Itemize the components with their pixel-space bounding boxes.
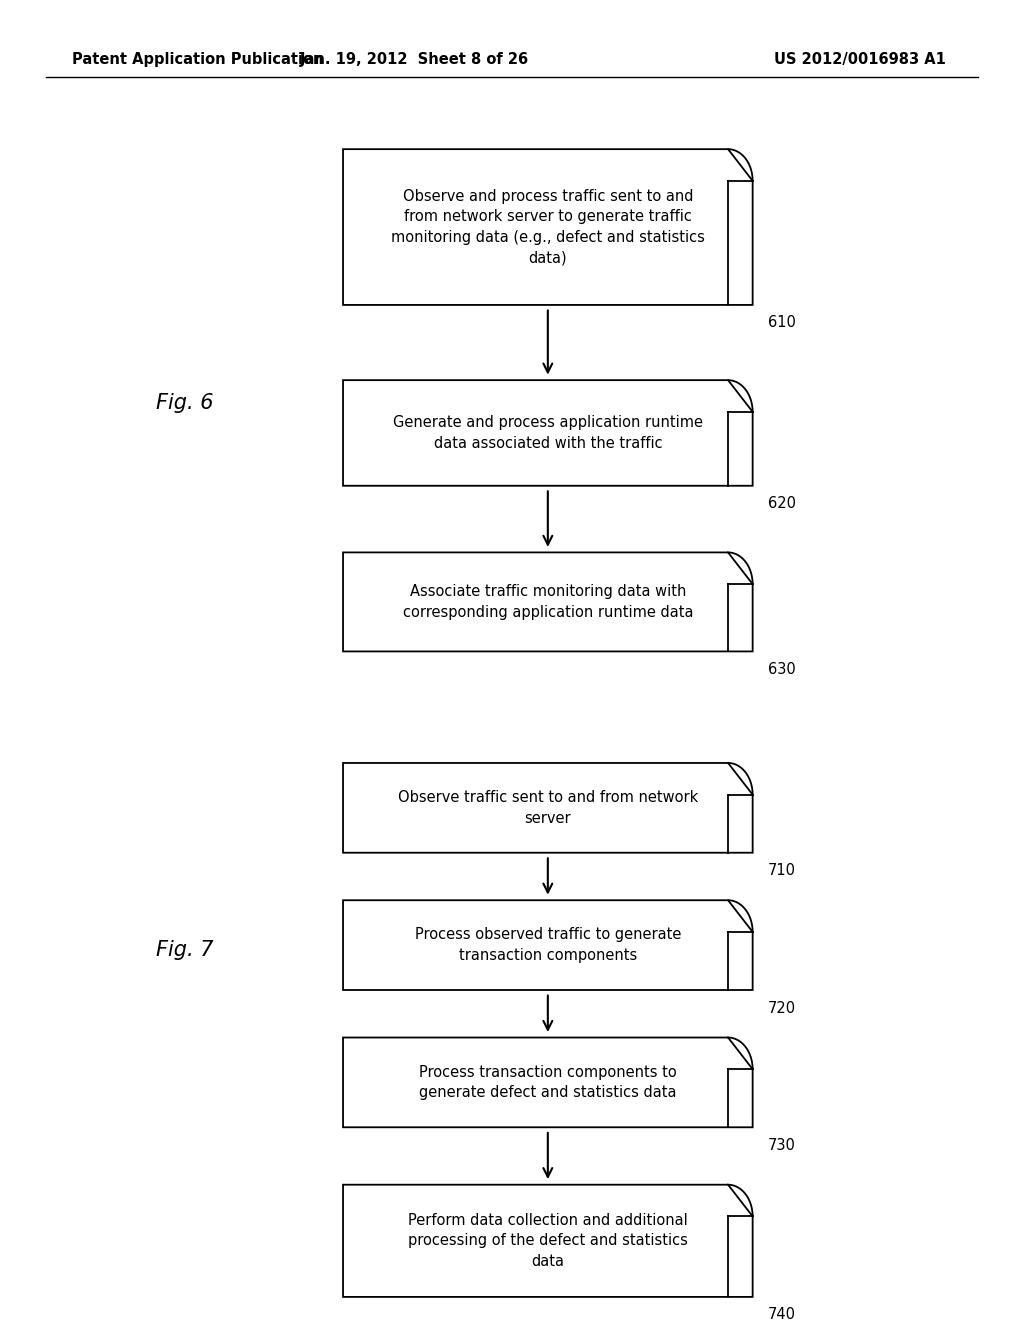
Text: Fig. 7: Fig. 7 — [156, 940, 213, 961]
Text: Observe traffic sent to and from network
server: Observe traffic sent to and from network… — [397, 791, 698, 825]
Text: Process transaction components to
generate defect and statistics data: Process transaction components to genera… — [419, 1065, 677, 1100]
Text: 730: 730 — [768, 1138, 796, 1152]
Text: Fig. 6: Fig. 6 — [156, 392, 213, 413]
Text: 710: 710 — [768, 863, 796, 878]
Text: 740: 740 — [768, 1307, 796, 1320]
Polygon shape — [343, 552, 753, 651]
Polygon shape — [343, 900, 753, 990]
Polygon shape — [343, 380, 753, 486]
Polygon shape — [343, 763, 753, 853]
Polygon shape — [343, 149, 753, 305]
Text: Jan. 19, 2012  Sheet 8 of 26: Jan. 19, 2012 Sheet 8 of 26 — [300, 51, 529, 67]
Text: Generate and process application runtime
data associated with the traffic: Generate and process application runtime… — [393, 416, 702, 450]
Text: 610: 610 — [768, 315, 796, 330]
Text: US 2012/0016983 A1: US 2012/0016983 A1 — [774, 51, 946, 67]
Polygon shape — [343, 1038, 753, 1127]
Text: Patent Application Publication: Patent Application Publication — [72, 51, 324, 67]
Text: Process observed traffic to generate
transaction components: Process observed traffic to generate tra… — [415, 928, 681, 962]
Text: 630: 630 — [768, 661, 796, 677]
Text: 620: 620 — [768, 496, 796, 511]
Text: Associate traffic monitoring data with
corresponding application runtime data: Associate traffic monitoring data with c… — [402, 585, 693, 619]
Polygon shape — [343, 1185, 753, 1296]
Text: Perform data collection and additional
processing of the defect and statistics
d: Perform data collection and additional p… — [408, 1213, 688, 1269]
Text: Observe and process traffic sent to and
from network server to generate traffic
: Observe and process traffic sent to and … — [391, 189, 705, 265]
Text: 720: 720 — [768, 1001, 796, 1015]
